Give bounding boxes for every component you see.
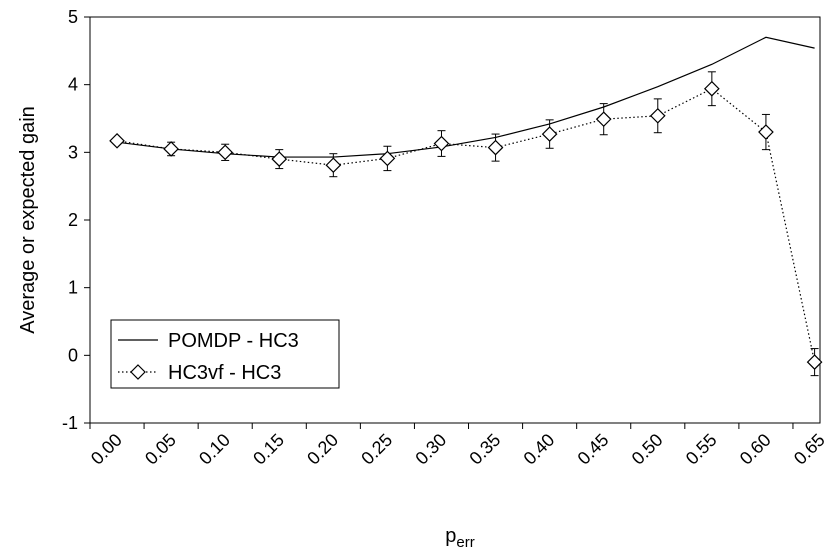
data-point-hc3vf <box>806 354 823 370</box>
data-point-hc3vf <box>325 157 342 174</box>
data-point-hc3vf <box>163 141 179 157</box>
legend-label-pomdp: POMDP - HC3 <box>168 330 299 352</box>
x-tick-label: 0.10 <box>195 430 234 469</box>
y-tick-label: 0 <box>68 345 78 365</box>
series-line-pomdp-hc3 <box>116 36 815 158</box>
data-point-hc3vf <box>271 151 288 167</box>
x-tick-label: 0.60 <box>736 430 775 469</box>
x-tick-label: 0.05 <box>141 430 180 469</box>
x-axis-title: perr <box>445 525 474 550</box>
y-tick-label: 5 <box>68 7 78 27</box>
y-axis: -1 0 1 2 3 4 5 <box>62 7 90 433</box>
data-point-hc3vf <box>649 107 666 124</box>
x-tick-label: 0.30 <box>411 430 450 469</box>
y-tick-label: 1 <box>68 278 78 298</box>
x-axis-title-main: p <box>445 525 456 547</box>
legend-marker-hc3vf <box>130 364 146 380</box>
x-tick-label: 0.55 <box>682 430 721 469</box>
data-point-hc3vf <box>433 135 450 152</box>
data-point-hc3vf <box>379 150 396 167</box>
data-point-hc3vf <box>109 132 125 149</box>
legend-label-hc3vf: HC3vf - HC3 <box>168 362 281 384</box>
legend: POMDP - HC3 HC3vf - HC3 <box>110 319 340 389</box>
data-point-hc3vf <box>595 111 612 128</box>
y-tick-label: 4 <box>68 75 78 95</box>
x-axis-title-subscript: err <box>456 534 474 550</box>
data-point-hc3vf <box>541 126 558 142</box>
data-point-hc3vf <box>704 80 720 97</box>
series-layer <box>109 36 823 377</box>
x-tick-label: 0.25 <box>357 430 396 469</box>
x-tick-label: 0.20 <box>303 430 342 469</box>
data-point-hc3vf <box>487 139 504 156</box>
x-axis: 0.00 0.05 0.10 0.15 0.20 0.25 0.30 0.35 0.40 0.45… <box>87 423 829 469</box>
y-axis-title: Average or expected gain <box>17 106 39 334</box>
y-tick-label: 2 <box>68 210 78 230</box>
legend-box <box>110 319 340 389</box>
x-tick-label: 0.50 <box>628 430 667 469</box>
x-tick-label: 0.45 <box>574 430 613 469</box>
data-point-hc3vf <box>217 144 234 161</box>
x-tick-label: 0.65 <box>790 430 829 469</box>
y-tick-label: -1 <box>62 413 78 433</box>
data-point-hc3vf <box>758 124 774 140</box>
x-tick-label: 0.15 <box>249 430 288 469</box>
x-tick-label: 0.40 <box>520 430 559 469</box>
x-tick-label: 0.35 <box>465 430 504 469</box>
y-tick-label: 3 <box>68 142 78 162</box>
x-tick-label: 0.00 <box>87 430 126 469</box>
